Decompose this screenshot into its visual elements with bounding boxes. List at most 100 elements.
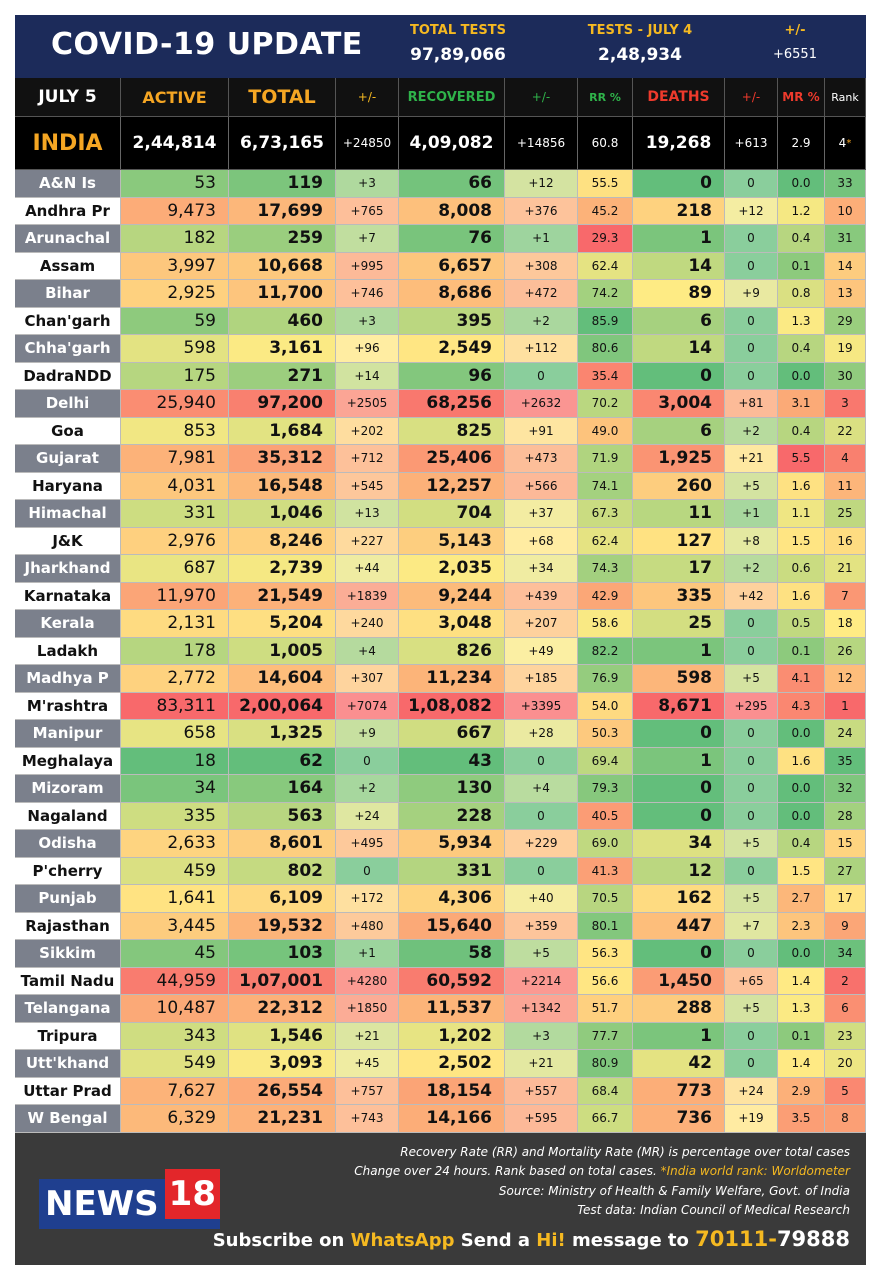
cell: 1.4 xyxy=(778,967,825,994)
state-row: Chha'garh 598 3,161 +96 2,549 +112 80.6 14 0 0.4 1… xyxy=(15,335,866,363)
cell: Gujarat xyxy=(15,445,121,472)
stat-value: 2,48,934 xyxy=(598,45,682,65)
cell: +545 xyxy=(336,472,399,499)
cell: 66.7 xyxy=(578,1105,633,1132)
cell: 80.1 xyxy=(578,912,633,939)
cell: 7 xyxy=(825,582,866,609)
cell: 18,154 xyxy=(399,1077,505,1104)
state-row: Karnataka 11,970 21,549 +1839 9,244 +439 42.9 3… xyxy=(15,582,866,610)
cell: +757 xyxy=(336,1077,399,1104)
cell: +207 xyxy=(505,610,578,637)
cell: +1342 xyxy=(505,995,578,1022)
cell: 2,976 xyxy=(121,527,229,554)
cell: +42 xyxy=(725,582,778,609)
cell: 0.8 xyxy=(778,280,825,307)
cell: 178 xyxy=(121,637,229,664)
cell: 28 xyxy=(825,802,866,829)
state-row: Kerala 2,131 5,204 +240 3,048 +207 58.6 25 0 0.5 1… xyxy=(15,610,866,638)
column-header: DEATHS xyxy=(633,78,725,116)
stat-label: TESTS - JULY 4 xyxy=(587,23,693,38)
cell: 56.3 xyxy=(578,940,633,967)
stat: TOTAL TESTS 97,89,066 xyxy=(383,23,533,65)
cell: 6,73,165 xyxy=(229,117,336,169)
cell: 17 xyxy=(825,885,866,912)
cell: 335 xyxy=(121,802,229,829)
cell: 1.5 xyxy=(778,527,825,554)
cell: +4 xyxy=(505,775,578,802)
cell: +308 xyxy=(505,252,578,279)
cell: 3,445 xyxy=(121,912,229,939)
cell: 0 xyxy=(725,170,778,197)
cell: +4 xyxy=(336,637,399,664)
cell: 11 xyxy=(825,472,866,499)
cell: 82.2 xyxy=(578,637,633,664)
cell: 3.1 xyxy=(778,390,825,417)
cell: 0 xyxy=(725,225,778,252)
cell: 598 xyxy=(633,665,725,692)
cell: 598 xyxy=(121,335,229,362)
cell: +5 xyxy=(725,830,778,857)
cell: 62 xyxy=(229,747,336,774)
cell: +2632 xyxy=(505,390,578,417)
cell: 0.0 xyxy=(778,802,825,829)
cell: 21 xyxy=(825,555,866,582)
cell: +229 xyxy=(505,830,578,857)
cell: 5 xyxy=(825,1077,866,1104)
cell: Karnataka xyxy=(15,582,121,609)
cell: 2,00,064 xyxy=(229,692,336,719)
cell: 77.7 xyxy=(578,1022,633,1049)
cell: 0 xyxy=(725,1022,778,1049)
cell: Goa xyxy=(15,417,121,444)
cell: 27 xyxy=(825,857,866,884)
cell: 826 xyxy=(399,637,505,664)
cell: 15,640 xyxy=(399,912,505,939)
state-row: Uttar Prad 7,627 26,554 +757 18,154 +557 68.4 7… xyxy=(15,1077,866,1105)
cell: +7 xyxy=(725,912,778,939)
logo-number: 18 xyxy=(164,1168,220,1219)
cell: 23 xyxy=(825,1022,866,1049)
cell: 4 xyxy=(825,445,866,472)
cell: 34 xyxy=(121,775,229,802)
cell: +472 xyxy=(505,280,578,307)
state-row: Madhya P 2,772 14,604 +307 11,234 +185 76.9 598… xyxy=(15,665,866,693)
cell: 19 xyxy=(825,335,866,362)
cell: 9 xyxy=(825,912,866,939)
cell: +3 xyxy=(336,307,399,334)
cell: 0.1 xyxy=(778,1022,825,1049)
cell: 0 xyxy=(633,170,725,197)
state-row: Tripura 343 1,546 +21 1,202 +3 77.7 1 0 0.1 23 xyxy=(15,1022,866,1050)
state-row: M'rashtra 83,311 2,00,064 +7074 1,08,082 +339… xyxy=(15,692,866,720)
cell: 16 xyxy=(825,527,866,554)
footer: Recovery Rate (RR) and Mortality Rate (M… xyxy=(15,1132,866,1265)
cell: 0 xyxy=(725,252,778,279)
cell: 1.3 xyxy=(778,307,825,334)
cell: 19,268 xyxy=(633,117,725,169)
cell: 4.3 xyxy=(778,692,825,719)
cell: 395 xyxy=(399,307,505,334)
cell: 11,700 xyxy=(229,280,336,307)
cell: +3 xyxy=(336,170,399,197)
cell: 1,450 xyxy=(633,967,725,994)
cell: 8,008 xyxy=(399,197,505,224)
cell: +7 xyxy=(336,225,399,252)
cell: 6,657 xyxy=(399,252,505,279)
cell: 6,329 xyxy=(121,1105,229,1132)
cell: 687 xyxy=(121,555,229,582)
cell: 54.0 xyxy=(578,692,633,719)
cell: 2.9 xyxy=(778,1077,825,1104)
cell: Delhi xyxy=(15,390,121,417)
cell: 83,311 xyxy=(121,692,229,719)
cell: Telangana xyxy=(15,995,121,1022)
state-row: Himachal 331 1,046 +13 704 +37 67.3 11 +1 1.1 25 xyxy=(15,500,866,528)
cell: 29.3 xyxy=(578,225,633,252)
cell: +5 xyxy=(725,885,778,912)
cell: 175 xyxy=(121,362,229,389)
cell: 35 xyxy=(825,747,866,774)
cell: +24 xyxy=(336,802,399,829)
cell: 7,981 xyxy=(121,445,229,472)
cell: 17 xyxy=(633,555,725,582)
state-row: DadraNDD 175 271 +14 96 0 35.4 0 0 0.0 30 xyxy=(15,362,866,390)
cell: 74.2 xyxy=(578,280,633,307)
cell: 96 xyxy=(399,362,505,389)
cell: 11,234 xyxy=(399,665,505,692)
